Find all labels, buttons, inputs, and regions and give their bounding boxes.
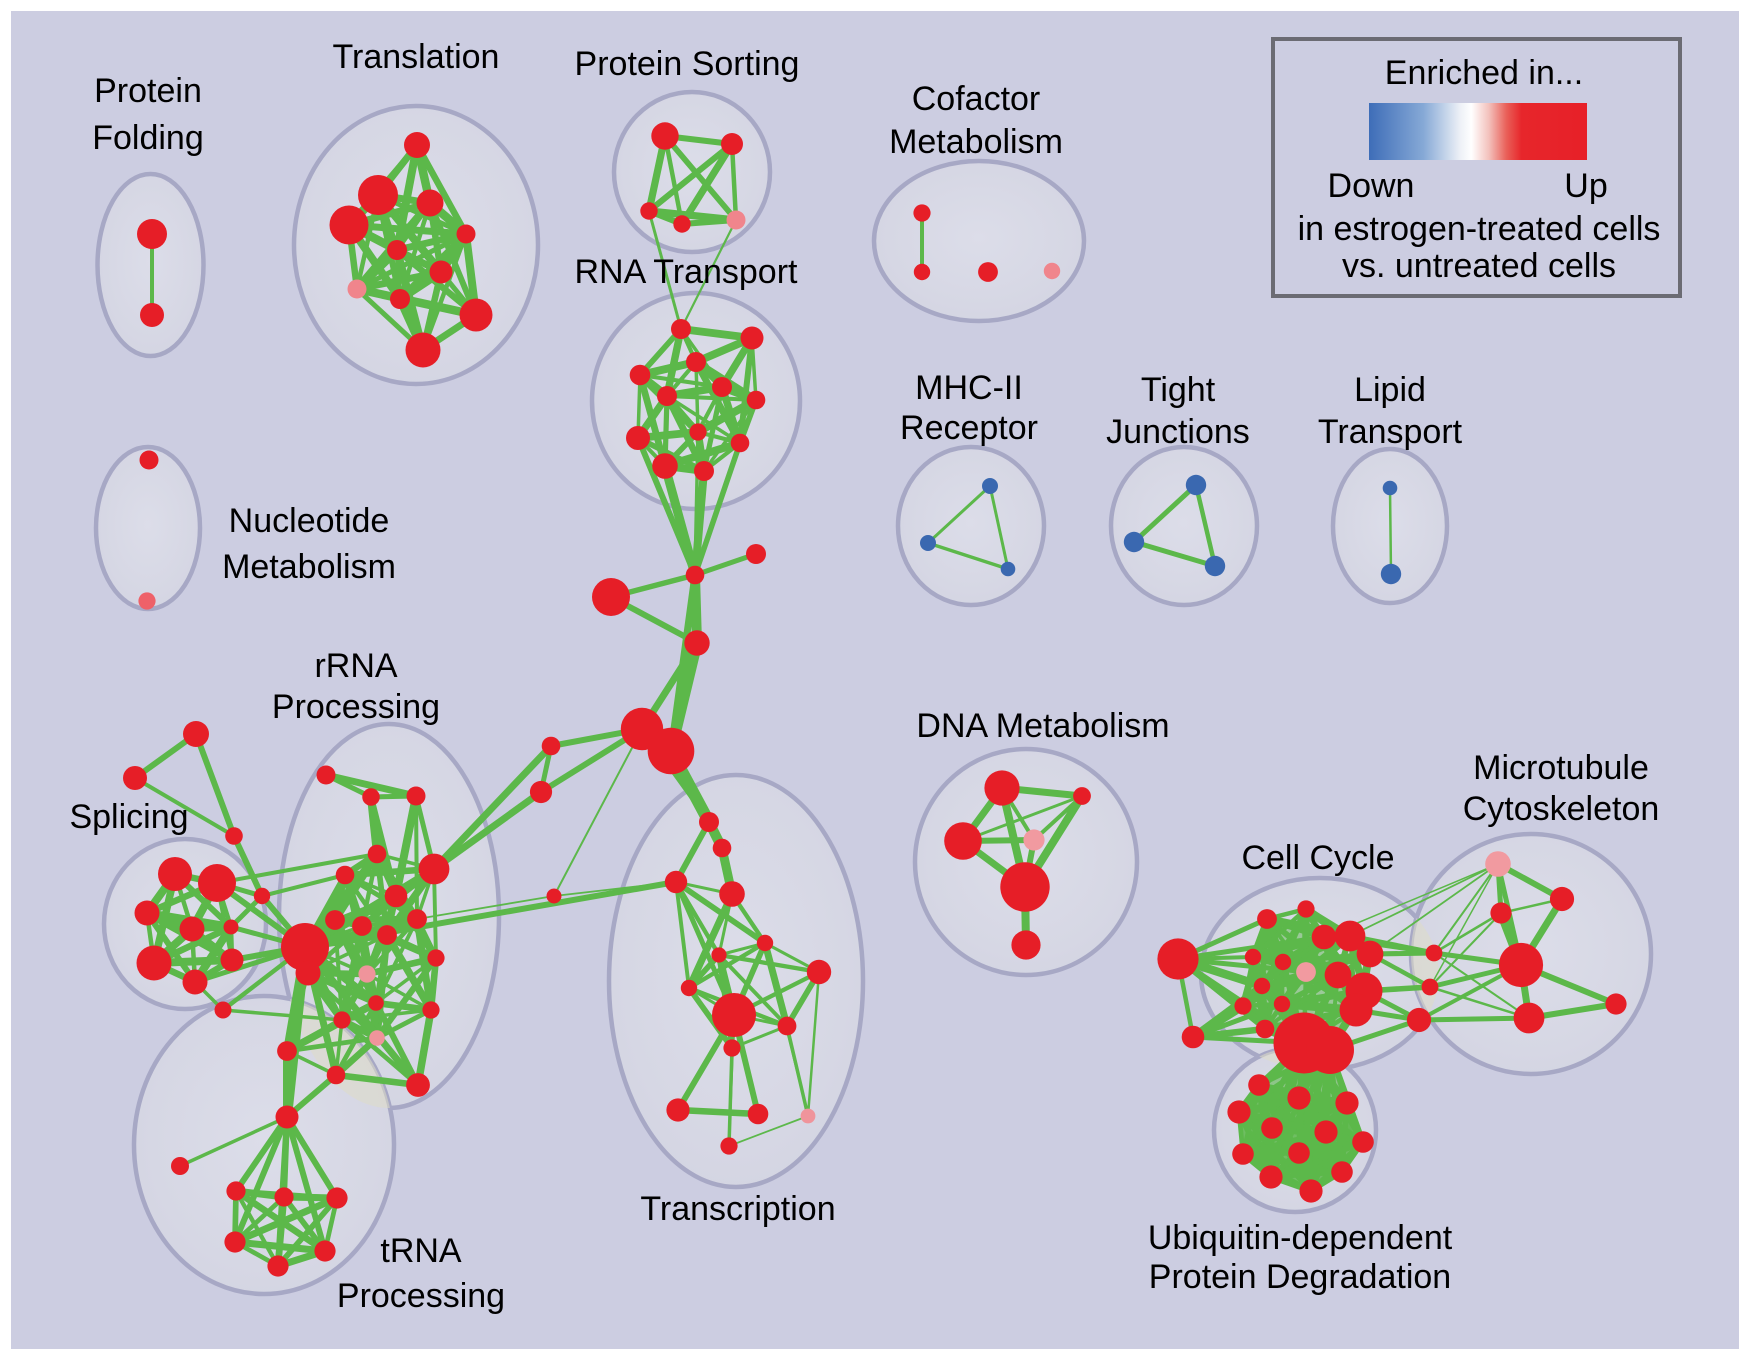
svg-text:Translation: Translation xyxy=(333,38,500,76)
svg-text:Receptor: Receptor xyxy=(900,409,1038,447)
svg-text:Folding: Folding xyxy=(92,119,204,157)
svg-text:Processing: Processing xyxy=(337,1277,505,1315)
svg-text:rRNA: rRNA xyxy=(314,647,397,685)
svg-text:Cytoskeleton: Cytoskeleton xyxy=(1463,790,1660,828)
svg-text:Cell Cycle: Cell Cycle xyxy=(1241,839,1394,877)
svg-text:Metabolism: Metabolism xyxy=(222,548,396,586)
svg-text:Junctions: Junctions xyxy=(1106,413,1250,451)
svg-text:Protein Sorting: Protein Sorting xyxy=(575,45,800,83)
svg-text:Metabolism: Metabolism xyxy=(889,123,1063,161)
svg-text:Transport: Transport xyxy=(1318,413,1463,451)
svg-text:Ubiquitin-dependent: Ubiquitin-dependent xyxy=(1148,1219,1453,1257)
svg-text:Lipid: Lipid xyxy=(1354,371,1426,409)
svg-text:Transcription: Transcription xyxy=(640,1190,835,1228)
svg-text:Tight: Tight xyxy=(1141,371,1216,409)
svg-text:MHC-II: MHC-II xyxy=(915,369,1023,407)
svg-text:tRNA: tRNA xyxy=(380,1232,462,1270)
svg-text:Microtubule: Microtubule xyxy=(1473,749,1649,787)
svg-text:Protein: Protein xyxy=(94,72,202,110)
svg-text:Processing: Processing xyxy=(272,688,440,726)
svg-text:Splicing: Splicing xyxy=(69,798,188,836)
svg-text:DNA Metabolism: DNA Metabolism xyxy=(916,707,1169,745)
svg-text:in estrogen-treated cells: in estrogen-treated cells xyxy=(1298,210,1661,248)
svg-text:RNA Transport: RNA Transport xyxy=(575,253,799,291)
svg-text:Enriched in...: Enriched in... xyxy=(1385,54,1583,92)
svg-text:Protein Degradation: Protein Degradation xyxy=(1149,1258,1451,1296)
svg-text:Nucleotide: Nucleotide xyxy=(229,502,390,540)
svg-text:Cofactor: Cofactor xyxy=(912,80,1041,118)
svg-text:Up: Up xyxy=(1564,167,1607,205)
svg-text:Down: Down xyxy=(1328,167,1415,205)
svg-text:vs. untreated cells: vs. untreated cells xyxy=(1342,247,1616,285)
